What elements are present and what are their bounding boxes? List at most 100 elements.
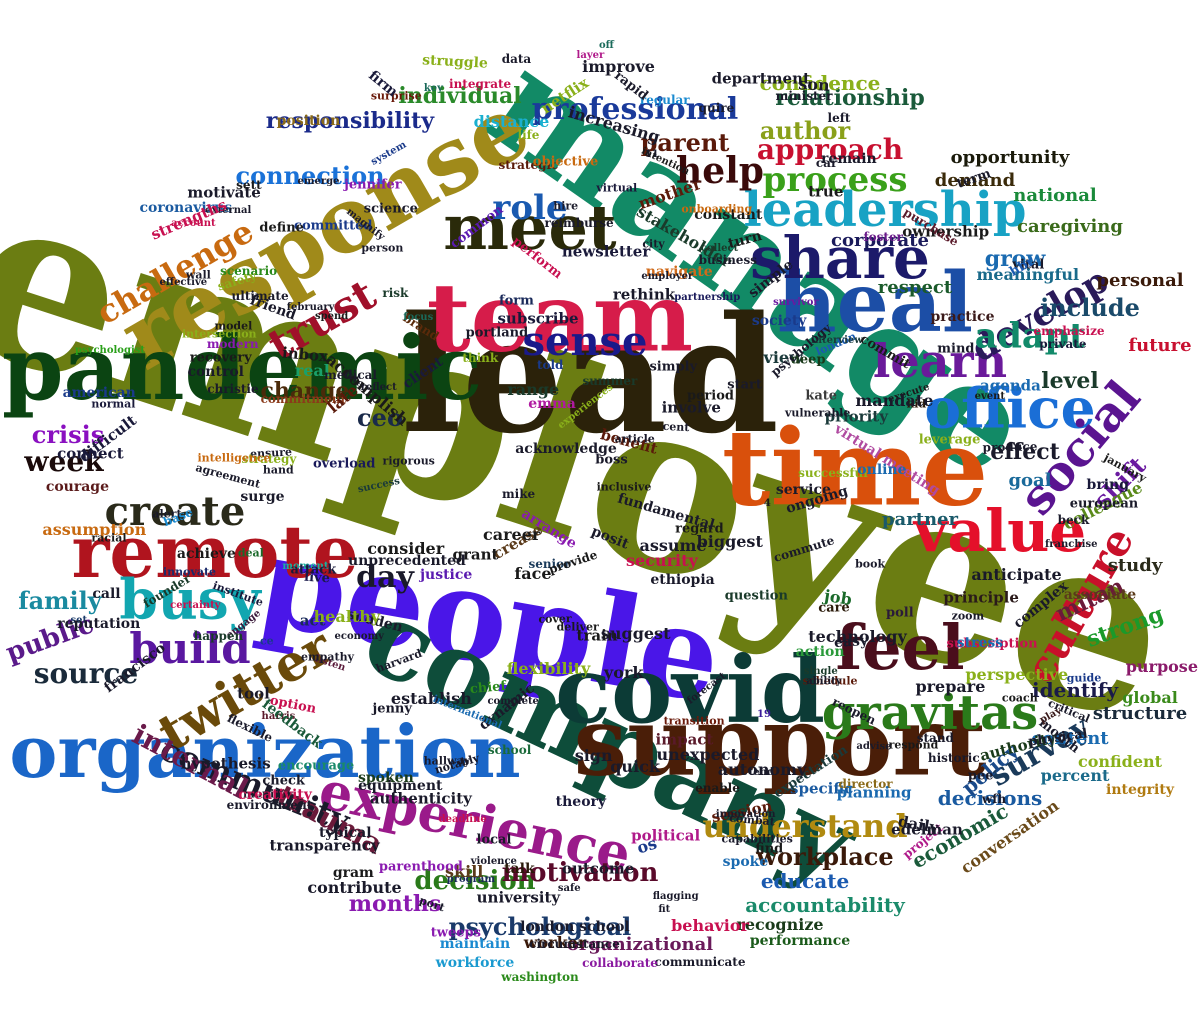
cloud-word: inbox [281,343,329,366]
cloud-word: think [462,351,499,366]
cloud-word: science [363,201,418,217]
cloud-word: lead [400,281,780,469]
cloud-word: produce [982,439,1038,455]
cloud-word: 11 [644,148,659,160]
cloud-word: feel [835,611,965,684]
cloud-word: week [24,445,104,478]
cloud-word: authenticity [369,789,472,808]
cloud-word: spoke [722,854,769,871]
cloud-word: covid [554,636,826,744]
cloud-word: happen [193,629,244,644]
cloud-word: boss [595,452,628,468]
cloud-word: view [763,348,803,368]
cloud-word: personal [1096,270,1184,291]
cloud-word: remote [71,509,359,594]
cloud-word: february [286,301,335,313]
cloud-word: mind [937,341,975,357]
cloud-word: worker [523,933,587,952]
cloud-word: courage [45,479,109,496]
cloud-word: inclusive [596,480,652,494]
cloud-word: start [727,377,762,393]
cloud-word: foster [863,229,903,244]
cloud-word: pandemic [2,316,483,420]
cloud-word: call [92,585,121,602]
cloud-word: reimburse [544,216,614,231]
cloud-word: specific [790,779,854,798]
cloud-word: kate [805,388,838,404]
cloud-word: circumstance [529,936,620,951]
cloud-word: responsibility [265,108,435,134]
cloud-word: surge [240,489,285,506]
cloud-word: external [205,204,252,216]
cloud-word: job [823,586,854,610]
cloud-word: senior [528,557,571,572]
cloud-word: act [299,611,326,630]
cloud-word: rethink [612,285,676,304]
cloud-word: medical [324,367,377,382]
cloud-word: content [1031,728,1109,749]
cloud-word: suggest [600,623,671,643]
cloud-word: percent [1040,766,1110,785]
cloud-word: zoom [951,609,985,623]
cloud-word: emma [528,396,576,413]
cloud-word: decision [414,866,536,896]
cloud-word: author [759,116,851,145]
cloud-word: emerge [297,175,340,187]
cloud-word: complete [487,695,539,707]
cloud-word: unprecedented [347,553,466,570]
cloud-word: historic [927,750,980,765]
cloud-word: confident [1077,752,1163,771]
cloud-word: meet [443,191,617,264]
cloud-word: perspective [965,665,1069,685]
cloud-word: day [356,560,414,595]
cloud-word: online [857,462,907,479]
cloud-word: motivate [187,183,261,202]
cloud-word: communicate [654,955,746,969]
cloud-word: behavior [671,916,749,935]
cloud-word: quick [610,757,660,777]
cloud-word: vital [1012,257,1045,273]
cloud-word: position [276,112,341,129]
cloud-word: rigorous [382,454,435,468]
cloud-word: innovation [715,809,776,821]
cloud-word: easy [833,632,869,652]
cloud-word: coach [1001,691,1038,705]
cloud-word: chief [469,678,507,697]
cloud-word: connection [235,161,385,190]
cloud-word: surprise [370,89,422,103]
cloud-word: face [514,564,552,584]
cloud-word: remain [821,150,877,167]
cloud-word: article [614,432,655,446]
cloud-word: political [631,826,701,845]
cloud-word: technology [808,627,907,647]
cloud-word: creativity [238,787,312,804]
cloud-word: encourage [277,758,355,774]
cloud-word: professional [531,92,739,127]
cloud-word: career [482,524,541,544]
cloud-word: impact [655,730,714,749]
cloud-word: organization [9,709,521,794]
cloud-word: scenario [220,263,278,278]
cloud-word: involve [661,398,721,417]
cloud-word: subscribe [497,309,579,328]
cloud-word: effective [159,276,208,288]
cloud-word: practice [930,308,995,325]
cloud-word: partner [881,509,959,530]
cloud-word: achieve [176,545,236,562]
cloud-word: employer [641,271,694,283]
cloud-word: purpose [1125,657,1198,676]
cloud-word: city [642,237,665,251]
cloud-word: off [598,39,614,51]
cloud-word: performance [749,933,851,949]
cloud-word: relationship [775,85,925,111]
cloud-word: intersection [181,327,257,341]
cloud-word: university [476,888,561,907]
cloud-word: time [721,405,989,530]
cloud-word: certainty [170,600,221,612]
cloud-word: reflect [360,382,397,394]
cloud-word: effect [990,439,1060,465]
cloud-word: data [501,52,532,67]
cloud-word: control [187,364,244,381]
cloud-word: strategic [498,157,559,172]
cloud-word: busy [119,566,261,632]
